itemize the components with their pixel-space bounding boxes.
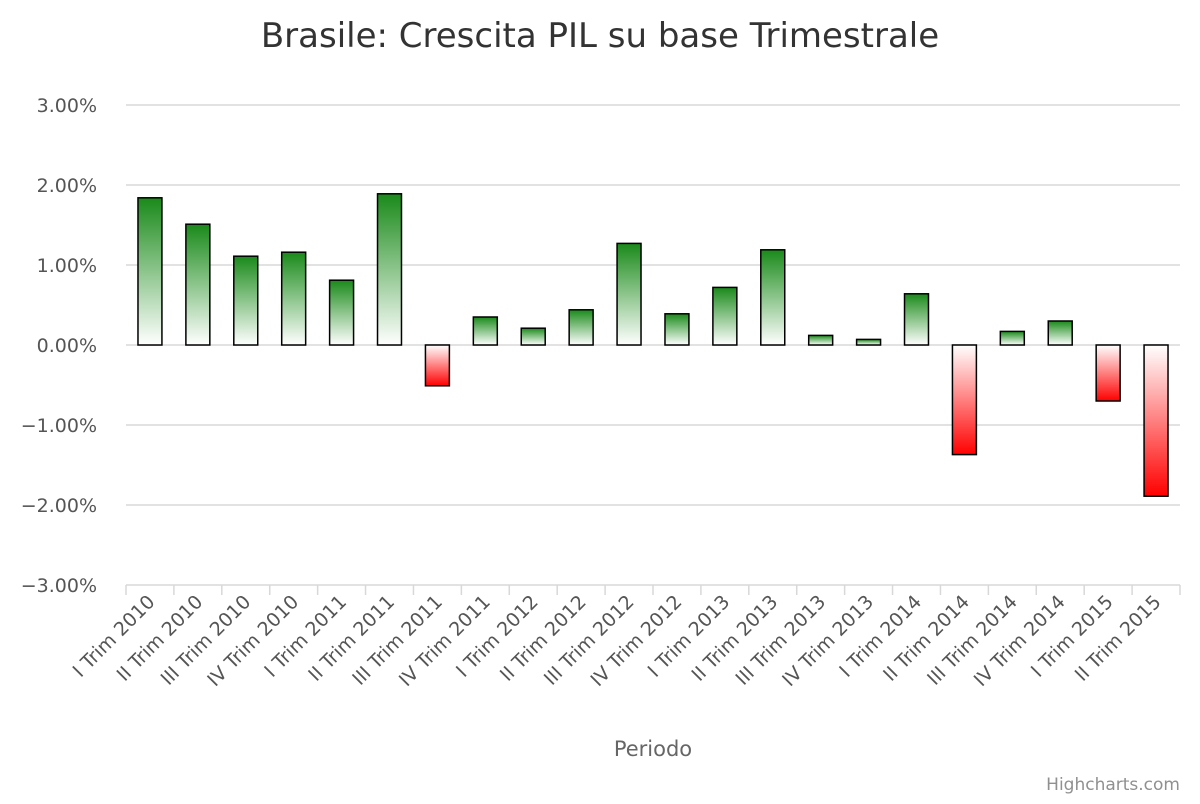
bar[interactable] bbox=[424, 344, 451, 387]
bar[interactable] bbox=[760, 249, 786, 346]
y-tick-label: 3.00% bbox=[37, 95, 97, 117]
bar[interactable] bbox=[664, 313, 690, 346]
bar[interactable] bbox=[616, 242, 642, 346]
y-tick-label: 0.00% bbox=[37, 335, 97, 357]
credits-link[interactable]: Highcharts.com bbox=[1046, 775, 1180, 795]
bar[interactable] bbox=[472, 316, 499, 346]
bar[interactable] bbox=[903, 293, 930, 346]
bar[interactable] bbox=[1143, 344, 1169, 497]
bar[interactable] bbox=[233, 255, 259, 346]
bars bbox=[137, 193, 1169, 497]
bar[interactable] bbox=[999, 330, 1026, 346]
bar[interactable] bbox=[855, 338, 882, 346]
bar[interactable] bbox=[280, 251, 307, 346]
y-tick-label: −2.00% bbox=[21, 495, 97, 517]
bar[interactable] bbox=[185, 223, 211, 346]
x-axis-title: Periodo bbox=[614, 737, 692, 761]
bar[interactable] bbox=[951, 344, 978, 456]
bar[interactable] bbox=[376, 193, 403, 346]
bar[interactable] bbox=[328, 279, 355, 346]
bar[interactable] bbox=[568, 309, 594, 346]
chart-title: Brasile: Crescita PIL su base Trimestral… bbox=[261, 16, 939, 56]
bar[interactable] bbox=[712, 286, 738, 346]
bar[interactable] bbox=[137, 197, 163, 346]
bar[interactable] bbox=[1047, 320, 1073, 346]
y-tick-label: 1.00% bbox=[37, 255, 97, 277]
y-tick-label: −1.00% bbox=[21, 415, 97, 437]
bar[interactable] bbox=[520, 327, 546, 346]
y-tick-label: 2.00% bbox=[37, 175, 97, 197]
y-axis-ticks: 3.00% 2.00% 1.00% 0.00% −1.00% −2.00% −3.00% bbox=[21, 95, 97, 597]
bar[interactable] bbox=[807, 334, 834, 346]
y-tick-label: −3.00% bbox=[21, 575, 97, 597]
bar[interactable] bbox=[1095, 344, 1121, 402]
